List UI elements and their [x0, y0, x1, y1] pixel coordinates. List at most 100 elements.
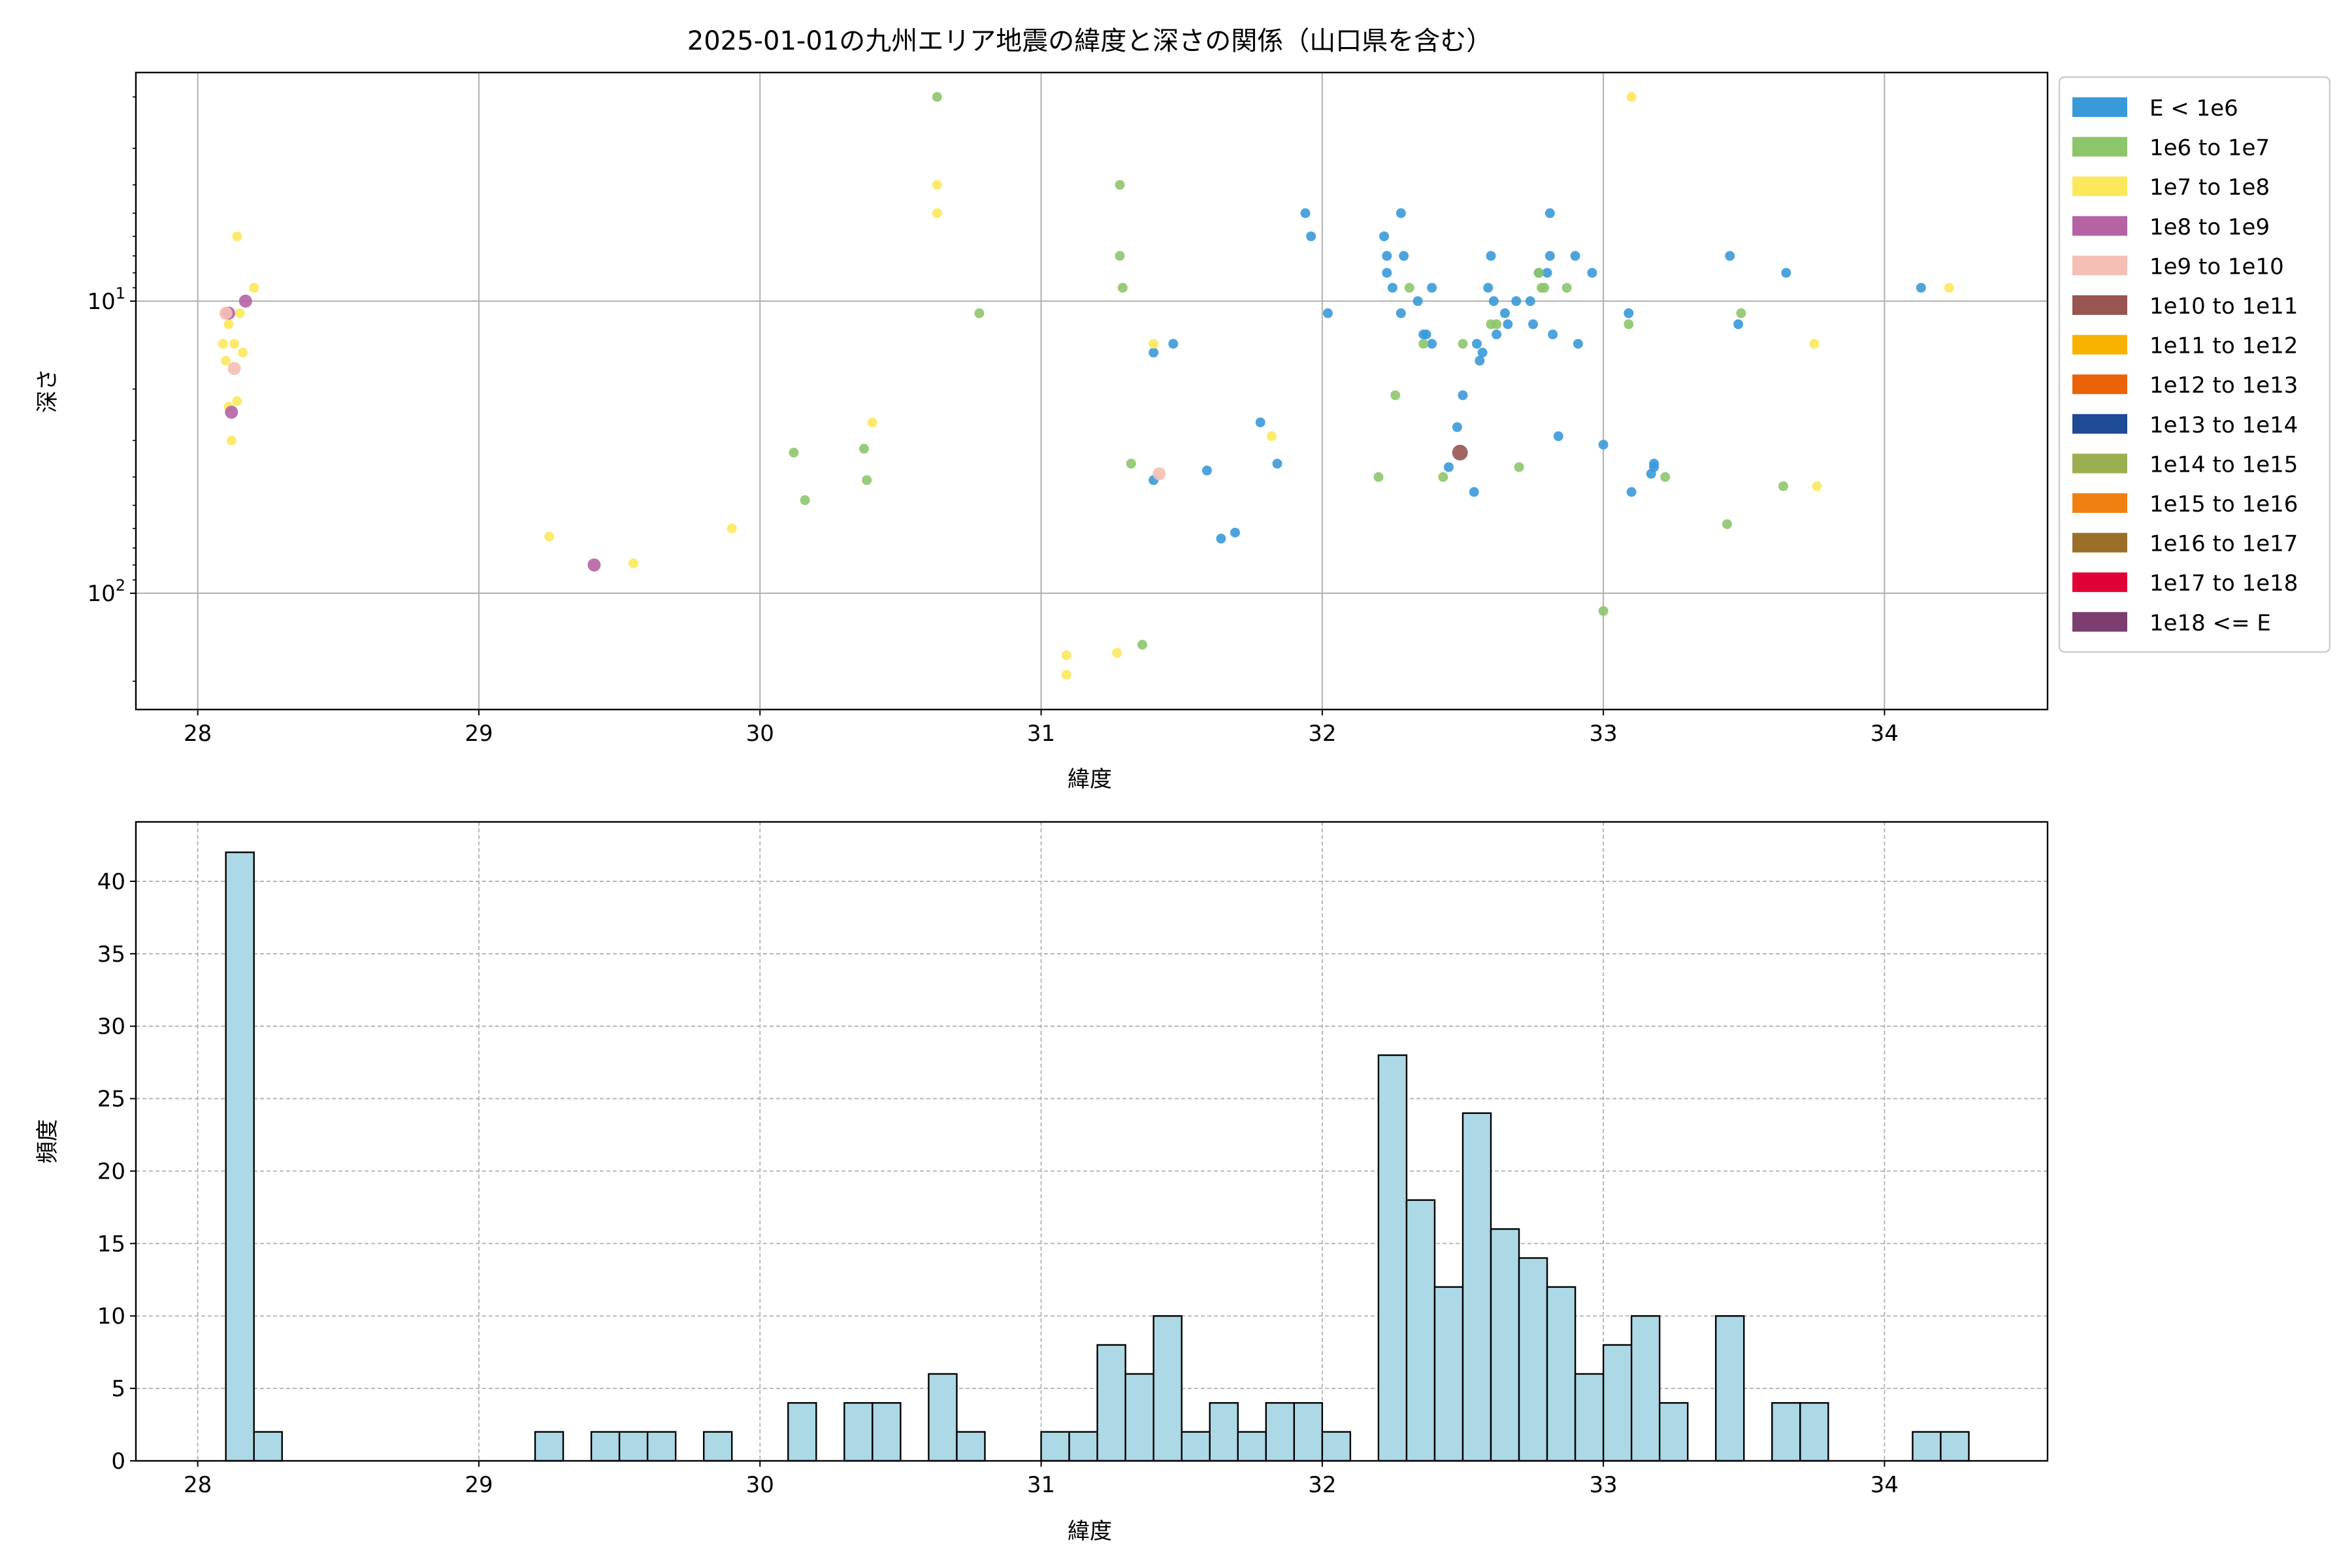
scatter-point: [238, 348, 248, 358]
scatter-point: [1736, 308, 1746, 318]
scatter-point: [1396, 208, 1406, 218]
scatter-point: [1300, 208, 1311, 218]
scatter-point: [1061, 670, 1071, 680]
scatter-point: [1126, 459, 1136, 469]
scatter-point: [227, 361, 241, 375]
scatter-y-tick-label: 101: [87, 284, 125, 315]
scatter-point: [1733, 319, 1744, 329]
scatter-point: [1561, 282, 1572, 293]
histogram-bar: [872, 1402, 902, 1462]
histogram-y-tick-label: 15: [97, 1231, 125, 1257]
legend-label: 1e7 to 1e8: [2149, 174, 2270, 201]
histogram-plot-area: [136, 822, 2048, 1461]
histogram-bar: [1462, 1112, 1492, 1462]
scatter-point: [1216, 533, 1226, 544]
scatter-point: [219, 306, 233, 320]
histogram-chart: 28 29 30 31 32 33 34 0 5 10 15 20 25 30 35 40 緯度 頻度: [35, 821, 2049, 1544]
scatter-point: [800, 495, 810, 506]
histogram-bar: [1715, 1315, 1745, 1462]
scatter-point: [1778, 481, 1789, 491]
scatter-point: [1500, 308, 1511, 318]
scatter-point: [1399, 251, 1409, 261]
scatter-x-tick-label: 29: [465, 721, 493, 747]
scatter-point: [932, 208, 942, 218]
scatter-point: [249, 282, 259, 293]
histogram-bar: [1433, 1286, 1464, 1462]
scatter-legend: E < 1e6 1e6 to 1e7 1e7 to 1e8 1e8 to 1e9 1e9…: [2058, 76, 2331, 653]
scatter-point: [1514, 462, 1524, 472]
scatter-x-tick-label: 33: [1590, 721, 1618, 747]
scatter-point: [1458, 338, 1468, 349]
scatter-point: [1382, 268, 1392, 278]
scatter-point: [1544, 251, 1555, 261]
legend-label: 1e11 to 1e12: [2149, 333, 2298, 359]
histogram-y-ticks: 0 5 10 15 20 25 30 35 40: [97, 869, 136, 1475]
legend-label: 1e16 to 1e17: [2149, 531, 2298, 557]
scatter-point: [1061, 650, 1071, 661]
scatter-point: [1255, 417, 1266, 427]
scatter-point: [1598, 606, 1609, 616]
scatter-point: [1573, 338, 1583, 349]
scatter-point: [1544, 208, 1555, 218]
scatter-point: [1626, 91, 1637, 102]
histogram-bar: [1293, 1402, 1324, 1462]
scatter-point: [218, 338, 228, 349]
legend-label: 1e15 to 1e16: [2149, 491, 2298, 517]
histogram-bar: [1602, 1344, 1633, 1462]
scatter-point: [1570, 251, 1580, 261]
scatter-point: [1427, 282, 1437, 293]
scatter-point: [1137, 640, 1147, 650]
scatter-point: [1421, 329, 1431, 340]
scatter-x-ticks: 28 29 30 31 32 33 34: [184, 710, 1899, 747]
scatter-y-tick-label: 102: [87, 576, 125, 607]
histogram-bar: [253, 1431, 283, 1462]
scatter-point: [1443, 462, 1454, 472]
histogram-y-tick-label: 35: [97, 941, 125, 968]
histogram-y-tick-label: 0: [111, 1448, 125, 1475]
scatter-point: [226, 435, 237, 446]
scatter-point: [1306, 231, 1316, 242]
scatter-point: [1542, 268, 1552, 278]
histogram-bar: [1068, 1431, 1098, 1462]
scatter-point: [1266, 431, 1277, 442]
scatter-point: [1477, 348, 1488, 358]
legend-swatch: [2072, 414, 2127, 434]
figure-title: 2025-01-01の九州エリア地震の緯度と深さの関係（山口県を含む）: [687, 26, 1492, 56]
scatter-point: [858, 444, 869, 454]
histogram-bar: [646, 1431, 677, 1462]
scatter-point: [1382, 251, 1392, 261]
scatter-point: [1112, 647, 1122, 658]
scatter-point: [862, 475, 872, 485]
legend-swatch: [2072, 216, 2127, 236]
scatter-point: [1486, 251, 1496, 261]
legend-swatch: [2072, 374, 2127, 395]
scatter-grid: [136, 73, 2048, 710]
legend-label: 1e14 to 1e15: [2149, 451, 2298, 478]
scatter-point: [1488, 296, 1499, 306]
legend-label: 1e17 to 1e18: [2149, 570, 2298, 596]
scatter-point: [867, 417, 877, 427]
scatter-point: [1809, 338, 1820, 349]
histogram-bar: [1040, 1431, 1070, 1462]
histogram-bar: [1658, 1402, 1689, 1462]
scatter-point: [1587, 268, 1597, 278]
scatter-point: [1525, 296, 1535, 306]
legend-label: 1e10 to 1e11: [2149, 293, 2298, 319]
histogram-x-tick-label: 34: [1870, 1472, 1899, 1498]
scatter-point: [232, 396, 242, 406]
scatter-point: [1624, 319, 1634, 329]
scatter-point: [229, 338, 240, 349]
scatter-point: [1626, 487, 1637, 497]
scatter-point: [544, 531, 555, 542]
scatter-point: [1149, 338, 1159, 349]
scatter-x-tick-label: 34: [1870, 721, 1899, 747]
scatter-x-tick-label: 30: [746, 721, 774, 747]
legend-swatch: [2072, 137, 2127, 157]
scatter-point: [232, 231, 242, 242]
scatter-point: [1452, 422, 1462, 433]
scatter-point: [1483, 282, 1494, 293]
histogram-x-tick-label: 28: [184, 1472, 212, 1498]
scatter-point: [1404, 282, 1414, 293]
